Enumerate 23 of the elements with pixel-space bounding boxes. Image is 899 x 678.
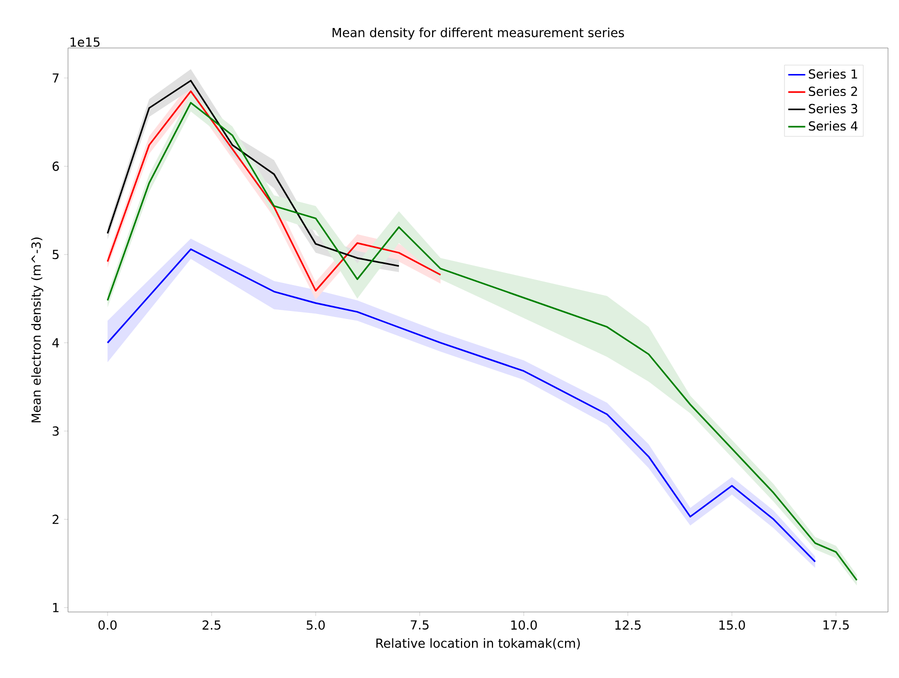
y-axis-title: Mean electron density (m^-3)	[31, 238, 44, 422]
y-tick-label: 7	[52, 73, 59, 83]
y-tick-label: 6	[52, 162, 59, 171]
x-tick-label: 0.0	[98, 620, 117, 630]
x-tick-label: 5.0	[306, 620, 325, 630]
y-tick-label: 4	[52, 338, 59, 348]
text: 1e15	[70, 38, 100, 47]
x-tick-label: 7.5	[410, 620, 429, 630]
x-tick-label: 2.5	[202, 620, 220, 630]
x-axis-title: Relative location in tokamak(cm)	[376, 638, 580, 650]
legend-label: Series 2	[808, 86, 857, 96]
legend-label: Series 4	[808, 121, 858, 131]
x-tick-label: 15.0	[719, 620, 745, 630]
y-tick-label: 5	[52, 250, 59, 260]
x-tick-label: 17.5	[823, 620, 849, 630]
x-tick-label: 12.5	[615, 620, 641, 630]
legend-label: Series 1	[808, 69, 858, 79]
chart-title: Mean density for different measurement series	[332, 28, 624, 40]
y-tick-label: 3	[52, 426, 59, 436]
y-tick-label: 1	[53, 603, 59, 612]
x-tick-label: 10.0	[511, 620, 537, 630]
legend-label: Series 3	[808, 104, 858, 114]
y-tick-label: 2	[52, 514, 58, 524]
